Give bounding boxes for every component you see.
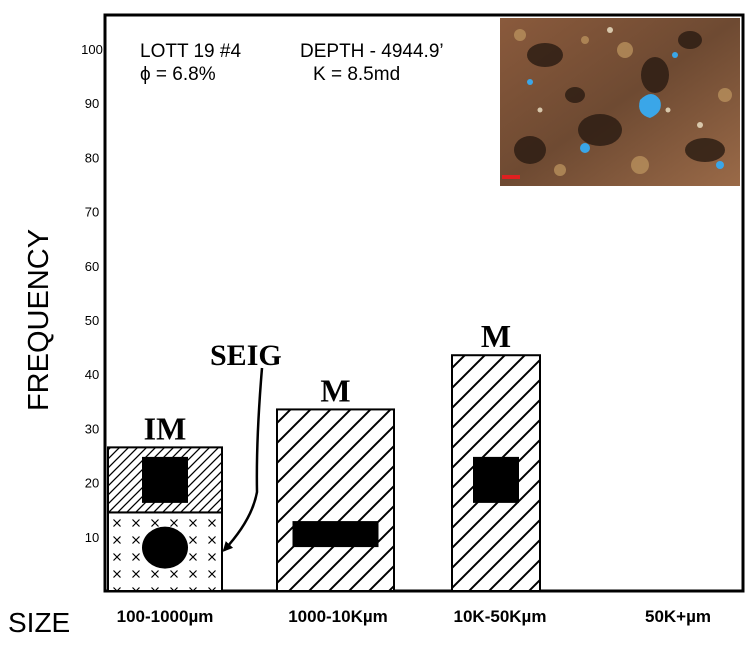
x-axis-ticks: 100-1000µm 1000-10Kµm 10K-50Kµm 50K+µm (117, 607, 711, 626)
y-tick-label: 80 (85, 150, 99, 165)
y-tick-label: 30 (85, 421, 99, 436)
pore-symbol-rectangle (292, 521, 379, 548)
well-name: LOTT 19 #4 (140, 41, 241, 62)
x-tick-label: 1000-10Kµm (288, 607, 388, 626)
x-axis-label: SIZE (8, 607, 70, 638)
pore-symbol-circle (142, 526, 188, 569)
bar-label: M (481, 318, 511, 354)
permeability-value: K = 8.5md (313, 64, 400, 85)
bar-segment (276, 408, 395, 592)
x-tick-label: 100-1000µm (117, 607, 214, 626)
y-tick-label: 50 (85, 313, 99, 328)
bar-label: M (320, 372, 350, 408)
y-tick-label: 90 (85, 96, 99, 111)
bar-labels: IM M M (144, 318, 511, 446)
y-tick-label: 10 (85, 530, 99, 545)
y-axis-ticks: 10 20 30 40 50 60 70 80 90 100 (81, 42, 103, 545)
seig-annotation-label: SEIG (210, 339, 282, 372)
bar-label: IM (144, 410, 187, 446)
pore-symbol-square (142, 456, 188, 503)
seig-annotation-arrow (222, 367, 264, 552)
x-tick-label: 10K-50Kµm (454, 607, 547, 626)
y-axis-label: FREQUENCY (23, 229, 55, 411)
depth-value: DEPTH - 4944.9’ (300, 41, 444, 62)
y-tick-label: 40 (85, 367, 99, 382)
y-tick-label: 70 (85, 205, 99, 220)
bars (107, 354, 541, 593)
thin-section-photomicrograph (500, 18, 740, 186)
pore-symbol-square (473, 456, 519, 503)
y-tick-label: 100 (81, 42, 103, 57)
y-tick-label: 20 (85, 476, 99, 491)
x-tick-label: 50K+µm (645, 607, 711, 626)
y-tick-label: 60 (85, 259, 99, 274)
porosity-value: ϕ = 6.8% (140, 64, 216, 85)
plot-frame (103, 13, 745, 593)
